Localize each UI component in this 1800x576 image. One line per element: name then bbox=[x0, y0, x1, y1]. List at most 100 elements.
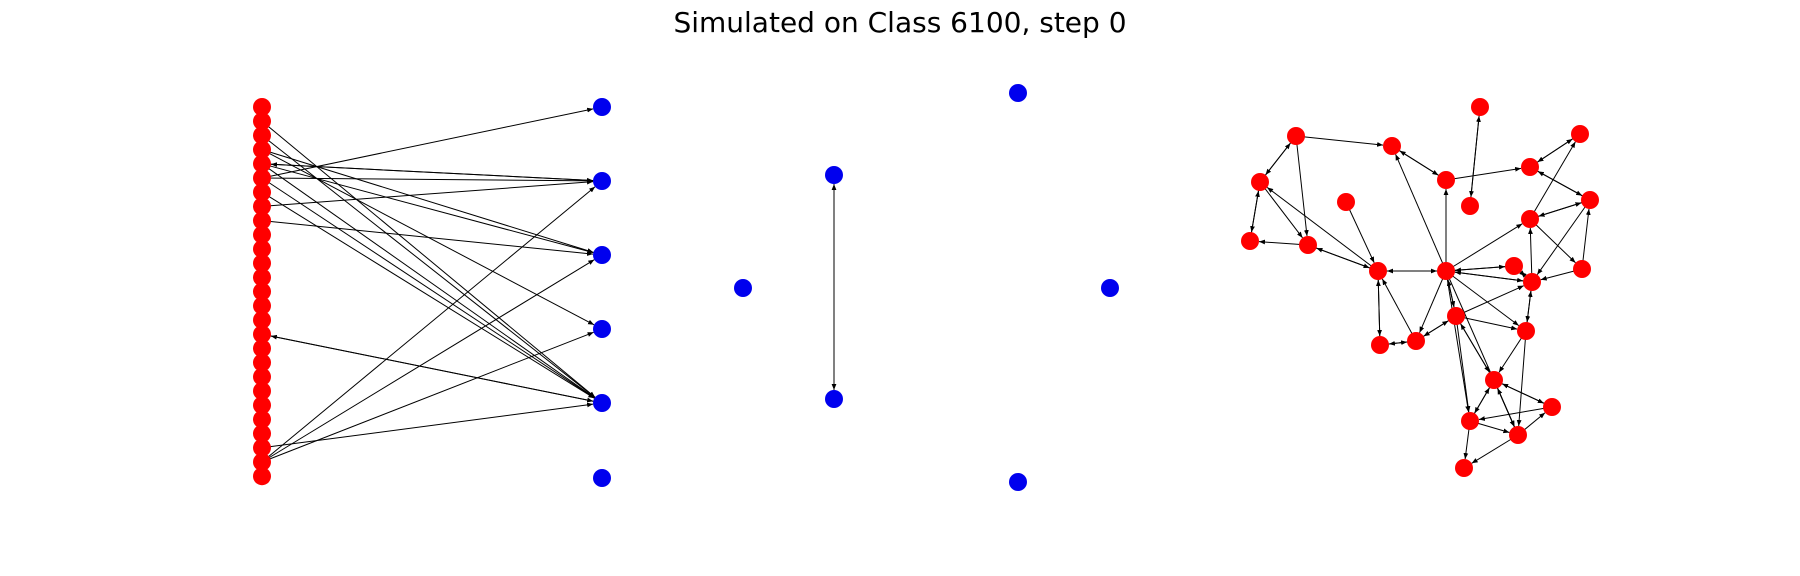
red-node bbox=[1485, 371, 1503, 389]
red-node bbox=[1383, 137, 1401, 155]
red-node bbox=[1571, 125, 1589, 143]
blue-node bbox=[825, 166, 843, 184]
bipartite-edge bbox=[270, 162, 603, 182]
red-node bbox=[253, 140, 271, 159]
red-node bbox=[253, 467, 271, 486]
blue-node bbox=[825, 390, 843, 408]
blue-node bbox=[593, 320, 611, 338]
network-edge bbox=[1501, 383, 1553, 408]
network-edge bbox=[1454, 270, 1533, 283]
red-node bbox=[253, 282, 271, 301]
network-edge bbox=[1516, 330, 1527, 427]
network-edge bbox=[1259, 181, 1303, 239]
red-node bbox=[1581, 191, 1599, 209]
red-node bbox=[1523, 273, 1541, 291]
network-edge bbox=[1529, 218, 1576, 264]
red-node bbox=[253, 424, 271, 443]
red-node bbox=[253, 396, 271, 415]
network-edge bbox=[1528, 227, 1533, 283]
network-edge bbox=[1445, 223, 1523, 272]
bipartite-edge bbox=[261, 135, 596, 398]
network-edge bbox=[1478, 406, 1553, 421]
network-edge bbox=[1581, 208, 1591, 270]
red-node bbox=[253, 353, 271, 372]
network-edge bbox=[1455, 315, 1471, 413]
red-node bbox=[253, 367, 271, 386]
red-node bbox=[253, 154, 271, 173]
red-node bbox=[1455, 459, 1473, 477]
blue-node bbox=[593, 394, 611, 412]
red-node bbox=[1461, 412, 1479, 430]
red-node bbox=[253, 453, 271, 471]
bipartite-edge bbox=[261, 107, 594, 179]
bipartite-edge bbox=[261, 259, 595, 463]
network-edge bbox=[1445, 270, 1471, 413]
red-node bbox=[1337, 193, 1355, 211]
red-node bbox=[1251, 173, 1269, 191]
bipartite-edge bbox=[261, 331, 594, 463]
network-edge bbox=[1395, 154, 1447, 272]
red-node bbox=[1573, 260, 1591, 278]
bipartite-edge bbox=[261, 177, 595, 399]
bipartite-edge bbox=[261, 186, 596, 463]
blue-node bbox=[593, 98, 611, 116]
blue-node bbox=[593, 172, 611, 190]
red-node bbox=[253, 169, 271, 187]
red-node bbox=[253, 339, 271, 358]
network-edge bbox=[1295, 135, 1309, 237]
network-edge bbox=[1377, 270, 1382, 337]
network-edge bbox=[1266, 187, 1379, 272]
bipartite-edge bbox=[270, 334, 603, 404]
network-edge bbox=[1445, 270, 1520, 327]
network-edge bbox=[1469, 115, 1481, 207]
red-node bbox=[253, 240, 271, 258]
red-node bbox=[253, 325, 271, 344]
red-node bbox=[1471, 98, 1489, 116]
red-node bbox=[1371, 336, 1389, 354]
red-node bbox=[253, 98, 271, 116]
red-node bbox=[1447, 307, 1465, 325]
red-node bbox=[253, 197, 271, 216]
red-node bbox=[1299, 236, 1317, 254]
network-edge bbox=[1471, 434, 1519, 464]
network-edge bbox=[1295, 135, 1384, 147]
red-node bbox=[1509, 426, 1527, 444]
bipartite-edge bbox=[261, 120, 596, 398]
red-node bbox=[253, 112, 271, 131]
node-layer bbox=[253, 84, 1599, 491]
network-edge bbox=[1345, 201, 1375, 264]
red-node bbox=[1437, 262, 1455, 280]
red-node bbox=[253, 296, 271, 315]
network-edge bbox=[1454, 265, 1515, 273]
network-edge bbox=[1445, 166, 1522, 181]
red-node bbox=[1369, 262, 1387, 280]
blue-node bbox=[734, 279, 752, 297]
blue-node bbox=[593, 469, 611, 487]
red-node bbox=[1543, 398, 1561, 416]
red-node bbox=[253, 438, 271, 457]
network-edge bbox=[1460, 323, 1495, 381]
red-node bbox=[253, 254, 271, 273]
bipartite-edge bbox=[261, 402, 594, 449]
blue-node bbox=[593, 246, 611, 264]
red-node bbox=[1505, 257, 1523, 275]
blue-node bbox=[1101, 279, 1119, 297]
network-edge bbox=[1316, 247, 1379, 272]
red-node bbox=[1241, 232, 1259, 250]
red-node bbox=[253, 225, 271, 244]
red-node bbox=[253, 183, 271, 202]
red-node bbox=[253, 410, 271, 429]
blue-node bbox=[1009, 84, 1027, 102]
network-edge bbox=[1399, 150, 1447, 181]
network-edge bbox=[1381, 278, 1417, 342]
network-edge bbox=[1445, 270, 1515, 427]
red-node bbox=[1461, 197, 1479, 215]
red-node bbox=[1407, 332, 1425, 350]
network-edge bbox=[1455, 285, 1524, 317]
network-edge bbox=[1536, 199, 1591, 275]
red-node bbox=[1517, 322, 1535, 340]
figure-title: Simulated on Class 6100, step 0 bbox=[673, 6, 1127, 39]
red-node bbox=[1287, 127, 1305, 145]
network-edge bbox=[1419, 270, 1447, 333]
